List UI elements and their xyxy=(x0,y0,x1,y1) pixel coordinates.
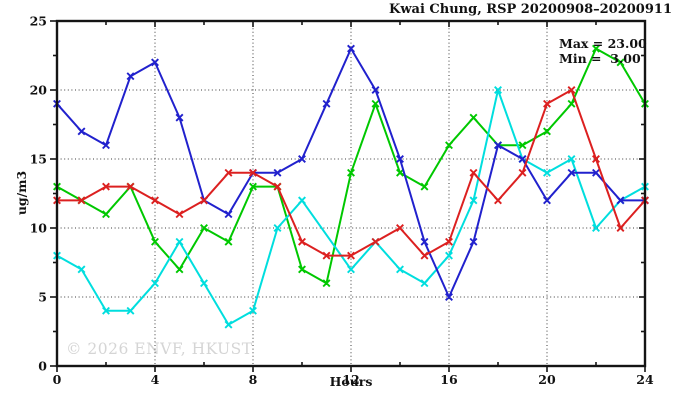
max-value-label: Max = 23.00 xyxy=(559,36,647,51)
svg-text:0: 0 xyxy=(38,359,47,374)
y-axis-label: ug/m3 xyxy=(14,170,29,216)
svg-text:5: 5 xyxy=(38,290,47,305)
min-value-label: Min = 3.00 xyxy=(559,51,641,66)
y-tick-labels: 0 5 10 15 20 25 xyxy=(30,14,48,374)
svg-text:15: 15 xyxy=(30,152,47,167)
series-blue xyxy=(53,44,649,301)
series-green xyxy=(53,44,649,288)
svg-text:10: 10 xyxy=(30,221,48,236)
axis-ticks xyxy=(50,20,646,372)
svg-text:20: 20 xyxy=(30,83,48,98)
svg-text:20: 20 xyxy=(538,372,556,387)
svg-text:4: 4 xyxy=(151,372,160,387)
svg-text:24: 24 xyxy=(636,372,654,387)
svg-text:8: 8 xyxy=(249,372,258,387)
maxmin-annotation: Max = 23.00 Min = 3.00 xyxy=(559,36,647,66)
chart-title: Kwai Chung, RSP 20200908–20200911 xyxy=(389,2,672,17)
svg-text:25: 25 xyxy=(30,14,47,29)
series-red xyxy=(53,86,649,260)
x-axis-label: Hours xyxy=(329,374,373,389)
svg-text:12: 12 xyxy=(342,372,359,387)
gridlines xyxy=(57,21,645,366)
plot-frame xyxy=(55,19,647,368)
svg-text:16: 16 xyxy=(440,372,458,387)
watermark: © 2026 ENVF, HKUST xyxy=(66,340,253,358)
svg-text:0: 0 xyxy=(53,372,62,387)
x-tick-labels: 0 4 8 12 16 20 24 xyxy=(53,372,654,387)
